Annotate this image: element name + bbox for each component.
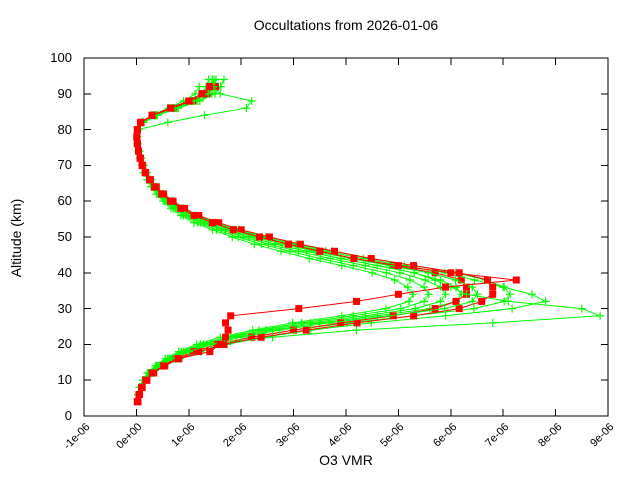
y-tick-label: 10: [57, 372, 72, 388]
ozone-profile-occultation: [133, 82, 433, 392]
y-tick-label: 70: [57, 157, 72, 173]
y-axis-label: Altitude (km): [8, 198, 24, 278]
y-tick-label: 40: [57, 264, 72, 280]
chart-title: Occultations from 2026-01-06: [253, 17, 439, 33]
y-tick-label: 30: [57, 300, 72, 316]
y-tick-label: 60: [57, 193, 72, 209]
y-tick-label: 50: [57, 229, 72, 244]
y-tick-label: 80: [57, 121, 72, 137]
y-tick-label: 90: [57, 85, 72, 101]
ozone-profile-occultation: [133, 75, 450, 392]
plot-frame: [83, 57, 609, 417]
y-tick-label: 20: [57, 336, 72, 352]
y-tick-label: 0: [64, 408, 72, 423]
ozone-profile-reference: [133, 83, 520, 406]
x-axis-label: O3 VMR: [319, 452, 373, 468]
y-tick-label: 100: [50, 50, 72, 65]
